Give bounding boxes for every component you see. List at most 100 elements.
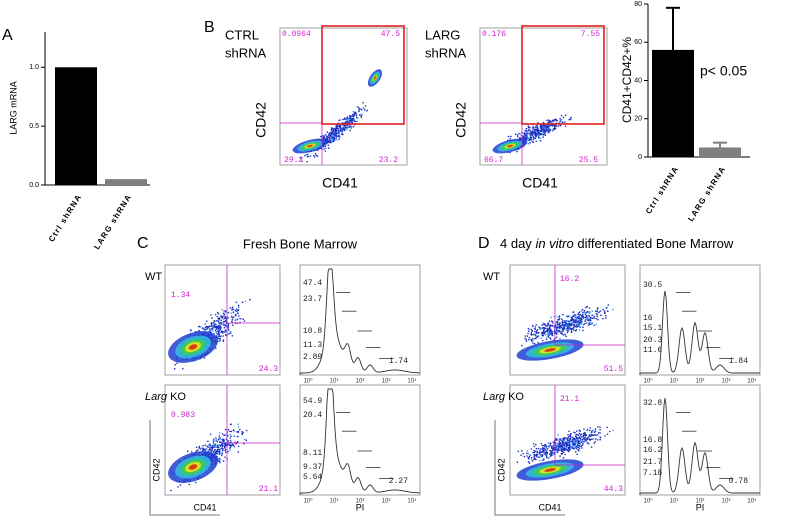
event-dot <box>331 136 334 138</box>
event-dot <box>566 327 568 330</box>
y-axis-label: CD42 <box>496 458 506 481</box>
event-dot <box>547 125 550 127</box>
event-dot <box>580 310 583 312</box>
event-dot <box>542 322 545 325</box>
event-dot <box>216 332 218 335</box>
event-dot <box>585 434 588 437</box>
event-dot <box>229 430 231 433</box>
event-dot <box>578 447 581 450</box>
event-dot <box>588 315 590 317</box>
event-dot <box>352 114 354 117</box>
event-dot <box>363 107 365 109</box>
event-dot <box>339 136 341 138</box>
event-dot <box>238 315 240 317</box>
event-dot <box>328 140 330 143</box>
event-dot <box>209 329 212 332</box>
event-dot <box>353 120 356 122</box>
histogram-gate-value: 11.3 <box>303 341 322 350</box>
y-axis-label: LARG mRNA <box>8 81 18 135</box>
event-dot <box>530 333 532 336</box>
event-dot <box>346 126 348 129</box>
event-dot <box>323 148 325 150</box>
event-dot <box>337 128 339 130</box>
event-dot <box>228 332 231 335</box>
density <box>544 348 556 352</box>
event-dot <box>586 311 588 313</box>
event-dot <box>526 450 529 452</box>
event-dot <box>549 124 552 127</box>
event-dot <box>350 118 353 121</box>
event-dot <box>328 147 330 149</box>
event-dot <box>554 124 556 127</box>
event-dot <box>547 131 550 134</box>
event-dot <box>588 312 590 314</box>
event-dot <box>532 342 534 344</box>
histogram-tick-label: 10² <box>696 379 705 385</box>
events <box>516 426 614 464</box>
event-dot <box>304 154 306 157</box>
event-dot <box>521 344 523 347</box>
event-dot <box>523 455 526 458</box>
event-dot <box>360 115 363 117</box>
event-dot <box>564 445 566 447</box>
event-dot <box>556 119 558 122</box>
event-dot <box>544 449 546 451</box>
histogram-curve <box>299 388 421 495</box>
event-dot <box>208 449 211 451</box>
event-dot <box>328 139 331 141</box>
event-dot <box>548 320 551 322</box>
events <box>521 304 614 347</box>
panel-label: B <box>204 19 215 36</box>
event-dot <box>237 451 240 453</box>
event-dot <box>588 443 590 445</box>
event-dot <box>332 133 334 135</box>
event-dot <box>324 134 327 136</box>
event-dot <box>516 134 519 136</box>
event-dot <box>534 134 537 137</box>
event-dot <box>579 434 582 436</box>
event-dot <box>237 304 240 307</box>
event-dot <box>525 136 527 139</box>
event-dot <box>229 331 232 333</box>
event-dot <box>234 319 237 321</box>
event-dot <box>556 445 558 448</box>
event-dot <box>236 318 239 321</box>
event-dot <box>338 119 341 122</box>
event-dot <box>223 327 226 329</box>
event-dot <box>249 298 251 301</box>
gate-value: 7.55 <box>581 30 600 39</box>
event-dot <box>232 317 234 320</box>
event-dot <box>323 134 325 137</box>
histogram-tick-label: 10⁰ <box>303 378 313 385</box>
event-dot <box>573 439 575 441</box>
event-dot <box>577 320 579 323</box>
event-dot <box>332 130 334 133</box>
event-dot <box>541 339 544 342</box>
event-dot <box>588 307 591 309</box>
event-dot <box>210 322 213 325</box>
event-dot <box>545 334 547 336</box>
event-dot <box>596 434 599 436</box>
event-dot <box>566 449 568 451</box>
event-dot <box>218 441 221 444</box>
bar <box>55 67 97 185</box>
event-dot <box>537 341 539 344</box>
event-dot <box>524 335 527 337</box>
event-dot <box>535 447 538 450</box>
y-tick-label: 40 <box>634 77 642 84</box>
event-dot <box>572 442 574 445</box>
event-dot <box>576 430 578 432</box>
event-dot <box>575 437 578 440</box>
event-dot <box>206 448 208 450</box>
event-dot <box>527 457 530 460</box>
event-dot <box>233 316 235 318</box>
event-dot <box>219 331 221 334</box>
x-tick-label: Ctrl shRNA <box>644 164 681 215</box>
event-dot <box>216 315 219 318</box>
plot-label: LARG <box>425 27 460 42</box>
gate-value: 0.176 <box>482 30 506 39</box>
event-dot <box>529 142 531 144</box>
event-dot <box>570 432 572 435</box>
event-dot <box>565 437 567 439</box>
plot-label: shRNA <box>425 45 467 60</box>
